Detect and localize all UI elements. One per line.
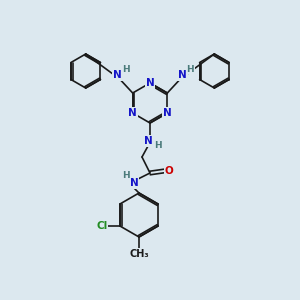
Text: N: N [163, 108, 172, 118]
Text: O: O [165, 166, 173, 176]
Text: N: N [128, 108, 137, 118]
Text: N: N [146, 78, 154, 88]
Text: Cl: Cl [96, 221, 108, 231]
Text: N: N [130, 178, 138, 188]
Text: H: H [187, 64, 194, 74]
Text: H: H [122, 64, 130, 74]
Text: H: H [122, 172, 130, 181]
Text: N: N [178, 70, 187, 80]
Text: H: H [154, 142, 162, 151]
Text: CH₃: CH₃ [129, 249, 149, 259]
Text: N: N [113, 70, 122, 80]
Text: N: N [144, 136, 152, 146]
